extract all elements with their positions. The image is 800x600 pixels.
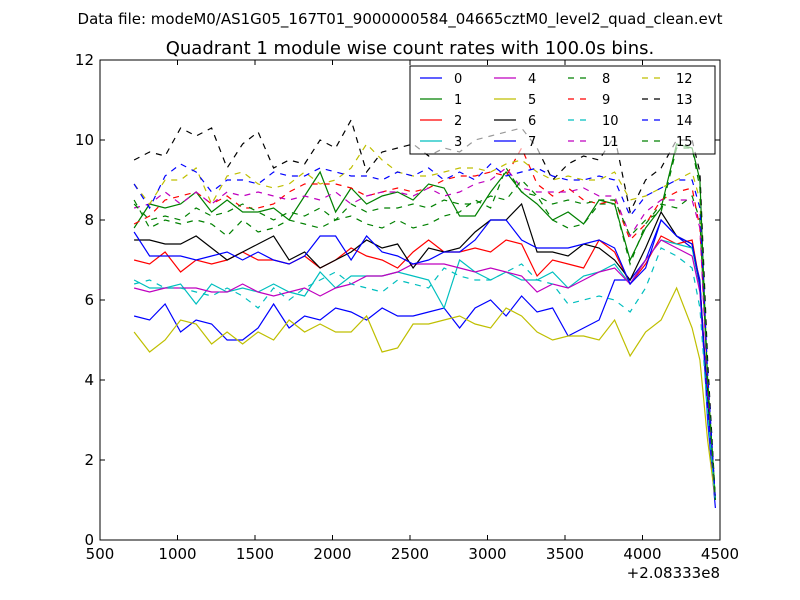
x-tick-label: 4500 xyxy=(701,545,739,563)
legend-label-9: 9 xyxy=(602,93,610,108)
y-tick-label: 0 xyxy=(84,531,94,549)
chart-title: Quadrant 1 module wise count rates with … xyxy=(166,38,655,59)
legend-label-0: 0 xyxy=(454,72,462,87)
series-line-8 xyxy=(133,166,716,501)
y-tick-label: 10 xyxy=(75,131,94,149)
x-tick-label: 2000 xyxy=(313,545,351,563)
series-line-0 xyxy=(133,218,716,509)
series-line-2 xyxy=(133,235,716,501)
legend-label-10: 10 xyxy=(602,114,619,129)
legend-label-13: 13 xyxy=(676,93,693,108)
legend-label-14: 14 xyxy=(676,114,693,129)
series-line-13 xyxy=(133,118,716,501)
legend-label-2: 2 xyxy=(454,114,462,129)
legend-label-6: 6 xyxy=(528,114,536,129)
x-tick-label: 1500 xyxy=(236,545,274,563)
y-tick-label: 12 xyxy=(75,51,94,69)
y-tick-label: 2 xyxy=(84,451,94,469)
legend-label-1: 1 xyxy=(454,93,462,108)
series-line-5 xyxy=(133,286,716,501)
series-line-1 xyxy=(133,143,716,501)
legend-label-12: 12 xyxy=(676,72,693,87)
series-line-7 xyxy=(133,218,716,501)
legend-label-5: 5 xyxy=(528,93,536,108)
series-line-10 xyxy=(133,247,716,501)
x-offset-label: +2.08333e8 xyxy=(627,564,720,582)
x-tick-label: 500 xyxy=(86,545,115,563)
series-line-11 xyxy=(133,167,716,501)
x-tick-label: 3500 xyxy=(546,545,584,563)
legend-label-4: 4 xyxy=(528,72,536,87)
axis-ticks: 500 1000 1500 2000 2500 3000 3500 4000 4500 0 2 4 6 8… xyxy=(75,51,739,563)
x-tick-label: 3000 xyxy=(468,545,506,563)
x-tick-label: 2500 xyxy=(391,545,429,563)
series-line-4 xyxy=(133,239,716,501)
legend-label-8: 8 xyxy=(602,72,610,87)
legend-label-7: 7 xyxy=(528,135,536,150)
series-line-14 xyxy=(133,163,716,501)
legend-label-11: 11 xyxy=(602,135,619,150)
y-tick-label: 4 xyxy=(84,371,94,389)
x-tick-label: 1000 xyxy=(158,545,196,563)
y-tick-label: 6 xyxy=(84,291,94,309)
legend-label-3: 3 xyxy=(454,135,462,150)
series-line-12 xyxy=(133,143,716,501)
legend-box xyxy=(409,65,716,155)
y-tick-label: 8 xyxy=(84,211,94,229)
legend-label-15: 15 xyxy=(676,135,693,150)
x-tick-label: 4000 xyxy=(623,545,661,563)
plot-area xyxy=(133,118,716,509)
suptitle: Data file: modeM0/AS1G05_167T01_90000005… xyxy=(78,10,723,29)
